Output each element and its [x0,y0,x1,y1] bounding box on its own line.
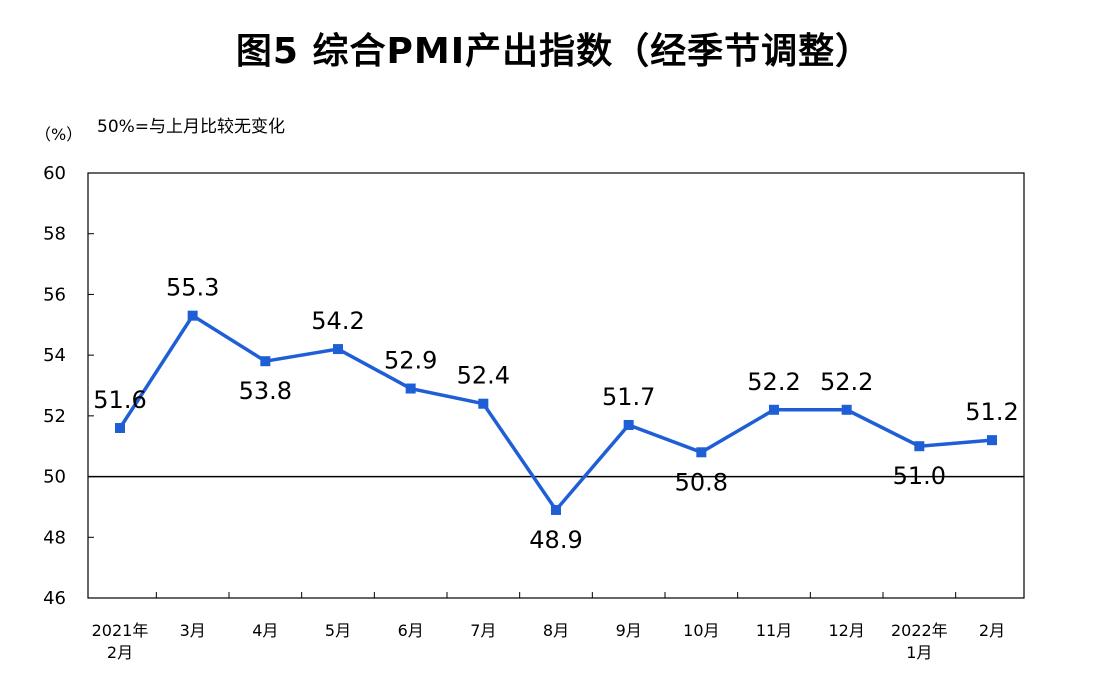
data-label: 51.0 [893,462,946,490]
x-tick-label: 2021年 [92,621,149,640]
data-point-marker [405,383,416,394]
y-tick-label: 58 [43,224,66,245]
x-axis-ticks: 2021年 2月 3月 4月 5月 6月 7月 8月 9月 10月 11月 12月 2022年 1月 2月 [92,592,1005,662]
x-tick-label: 10月 [683,621,719,640]
data-label: 54.2 [311,307,364,335]
y-tick-label: 52 [43,406,66,427]
y-axis-ticks: 46 48 50 52 54 56 58 60 [43,163,94,609]
data-point-marker [696,447,707,458]
data-label: 52.4 [457,362,510,390]
x-tick-label: 3月 [180,621,206,640]
y-tick-label: 60 [43,163,66,184]
x-tick-label: 2月 [107,643,133,662]
data-label: 53.8 [239,377,292,405]
x-tick-label: 2022年 [891,621,948,640]
y-axis-unit-label: （%） [35,125,82,144]
data-label: 51.6 [93,386,146,414]
data-point-marker [914,441,925,452]
x-tick-label: 11月 [756,621,792,640]
data-point-marker [260,356,271,367]
x-tick-label: 5月 [325,621,351,640]
x-tick-label: 8月 [543,621,569,640]
x-tick-label: 9月 [616,621,642,640]
data-label: 52.2 [747,368,800,396]
plot-area-frame [87,172,1025,599]
data-point-marker [841,404,852,415]
chart-title: 图5 综合PMI产出指数（经季节调整） [235,31,873,72]
x-tick-label: 2月 [979,621,1005,640]
series-markers [115,310,997,515]
data-point-marker [623,419,634,430]
x-tick-label: 4月 [252,621,278,640]
baseline-annotation: 50%=与上月比较无变化 [97,117,285,137]
data-point-marker [551,504,561,515]
y-tick-label: 54 [43,345,66,366]
y-tick-label: 50 [43,467,66,488]
y-tick-label: 56 [43,284,66,305]
data-point-marker [187,310,198,321]
series-line [118,313,993,513]
data-point-marker [987,435,997,446]
data-labels: 51.6 55.3 53.8 54.2 52.9 52.4 48.9 51.7 50.8 52.2… [93,274,1018,554]
x-tick-label: 6月 [398,621,424,640]
data-label: 51.2 [965,398,1018,426]
data-point-marker [478,398,489,409]
data-point-marker [769,404,779,415]
data-label: 52.2 [820,368,873,396]
y-tick-label: 46 [43,588,66,609]
x-tick-label: 12月 [828,621,864,640]
data-label: 48.9 [529,526,582,554]
data-label: 51.7 [602,383,655,411]
x-tick-label: 7月 [470,621,496,640]
y-tick-label: 48 [43,527,66,548]
data-label: 50.8 [675,468,728,496]
data-point-marker [333,344,343,355]
x-tick-label: 1月 [906,643,932,662]
data-label: 55.3 [166,274,219,302]
data-label: 52.9 [384,347,437,375]
data-point-marker [115,423,125,433]
